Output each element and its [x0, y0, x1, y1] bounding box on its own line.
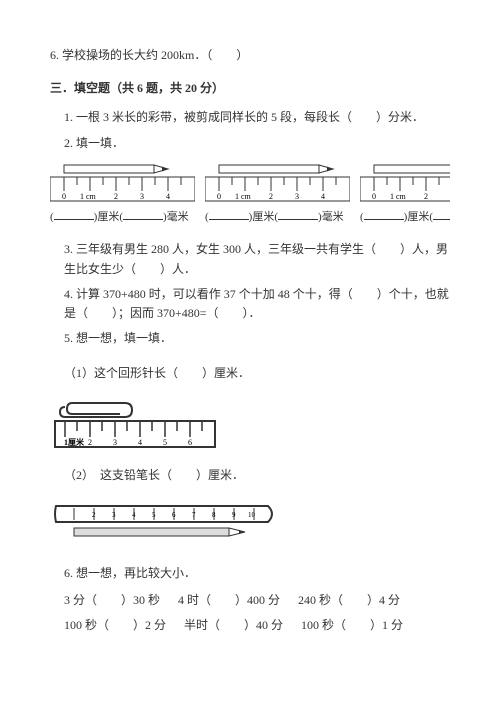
q4: 4. 计算 370+480 时，可以看作 37 个十加 48 个十，得（ ）个十… — [64, 285, 450, 323]
compare-3: 240 秒（ ）4 分 — [298, 591, 400, 610]
svg-text:7: 7 — [192, 511, 196, 519]
svg-text:2: 2 — [88, 438, 92, 447]
svg-text:4: 4 — [166, 192, 170, 201]
svg-text:2: 2 — [114, 192, 118, 201]
svg-text:0: 0 — [372, 192, 376, 201]
ruler-captions: ()厘米()毫米 ()厘米()毫米 ()厘米( — [50, 207, 450, 227]
ruler-3: 0 1 cm 2 3 4 5 — [360, 163, 450, 203]
section-3-title: 三．填空题（共 6 题，共 20 分） — [50, 79, 450, 98]
compare-1: 3 分（ ）30 秒 — [64, 591, 160, 610]
svg-text:0: 0 — [62, 192, 66, 201]
ruler-row: 0 1 cm 2 3 4 0 1 — [50, 163, 450, 203]
svg-text:2: 2 — [269, 192, 273, 201]
svg-text:3: 3 — [140, 192, 144, 201]
q6-lead: 6. 想一想，再比较大小． — [64, 564, 450, 583]
prev-question-6: 6. 学校操场的长大约 200km．（ ） — [50, 46, 450, 65]
q2-lead: 2. 填一填． — [64, 134, 450, 153]
svg-text:1 cm: 1 cm — [235, 192, 252, 201]
ruler-2: 0 1 cm 2 3 4 — [205, 163, 350, 203]
svg-text:2: 2 — [92, 511, 96, 519]
svg-text:6: 6 — [188, 438, 192, 447]
q3: 3. 三年级有男生 280 人，女生 300 人，三年级一共有学生（ ）人，男生… — [64, 240, 450, 278]
q5-1: （1）这个回形针长（ ）厘米． — [64, 364, 450, 383]
q1: 1. 一根 3 米长的彩带，被剪成同样长的 5 段，每段长（ ）分米． — [64, 108, 450, 127]
compare-2: 4 时（ ）400 分 — [178, 591, 280, 610]
svg-text:5: 5 — [163, 438, 167, 447]
svg-text:4: 4 — [132, 511, 136, 519]
svg-text:2: 2 — [424, 192, 428, 201]
svg-text:3: 3 — [112, 511, 116, 519]
q5-lead: 5. 想一想，填一填． — [64, 329, 450, 348]
paperclip-figure: 1厘米 2 3 4 5 6 — [50, 397, 450, 452]
svg-text:5: 5 — [152, 511, 156, 519]
svg-text:3: 3 — [113, 438, 117, 447]
svg-text:9: 9 — [232, 511, 236, 519]
svg-text:1 cm: 1 cm — [390, 192, 407, 201]
ruler-1: 0 1 cm 2 3 4 — [50, 163, 195, 203]
svg-text:6: 6 — [172, 511, 176, 519]
pencil-figure: 2 3 4 5 6 7 8 9 10 — [50, 500, 450, 550]
compare-6: 100 秒（ ）1 分 — [301, 616, 403, 635]
q5-2: （2） 这支铅笔长（ ）厘米． — [64, 466, 450, 485]
compare-4: 100 秒（ ）2 分 — [64, 616, 166, 635]
svg-text:8: 8 — [212, 511, 216, 519]
svg-text:1厘米: 1厘米 — [64, 437, 85, 447]
svg-text:3: 3 — [295, 192, 299, 201]
svg-text:1 cm: 1 cm — [80, 192, 97, 201]
compare-grid: 3 分（ ）30 秒 4 时（ ）400 分 240 秒（ ）4 分 100 秒… — [64, 591, 450, 641]
svg-text:0: 0 — [217, 192, 221, 201]
compare-5: 半时（ ）40 分 — [184, 616, 283, 635]
svg-text:4: 4 — [321, 192, 325, 201]
svg-text:4: 4 — [138, 438, 142, 447]
svg-text:10: 10 — [248, 511, 256, 519]
